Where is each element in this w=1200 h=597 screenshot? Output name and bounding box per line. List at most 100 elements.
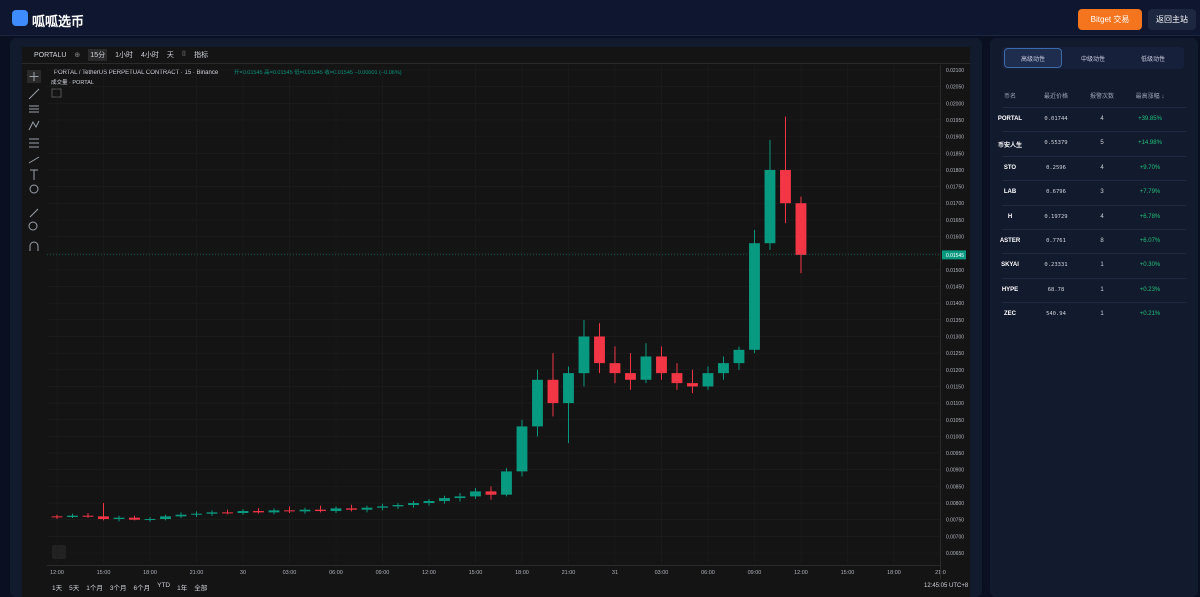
bitget-button[interactable]: Bitget 交易 [1078,9,1142,30]
x-tick-label: 09:00 [748,570,762,576]
table-cell: +6.78% [1139,213,1161,220]
y-tick-label: 0.01200 [946,368,964,374]
table-cell: H [1007,213,1013,220]
clock: 12:45:05 UTC+8 [924,583,969,589]
candle-body [702,373,714,387]
candle-body [392,505,404,507]
x-tick-label: 03:00 [283,570,297,576]
tab[interactable]: 低级动性 [1140,56,1165,63]
candle-body [299,509,311,512]
table-cell: +0.30% [1139,262,1161,269]
range-button[interactable]: 3个月 [109,585,127,592]
add-symbol[interactable]: ⊕ [74,52,81,59]
row-divider [1002,204,1186,206]
table-cell: ASTER [999,238,1021,244]
candle-body [547,379,559,404]
candle-body [408,503,419,506]
y-tick-label: 0.00900 [946,468,964,474]
table-cell: +0.21% [1139,311,1161,318]
table-cell: 4 [1100,213,1104,220]
range-button[interactable]: 1年 [177,585,188,592]
y-tick-label: 0.01250 [946,351,964,357]
home-button[interactable]: 返回主站 [1148,9,1196,30]
x-tick-label: 15:00 [97,570,111,576]
candle-body [454,496,466,499]
y-tick-label: 0.02100 [946,68,964,74]
y-tick-label: 0.00950 [946,451,964,457]
candle-body [222,512,233,514]
y-tick-label: 0.01950 [946,118,964,124]
y-tick-label: 0.01800 [946,168,964,174]
range-button[interactable]: 5天 [69,585,80,592]
range-button[interactable]: 全部 [194,585,208,592]
table-cell: 4 [1100,116,1104,122]
table-cell: +6.07% [1139,238,1161,244]
table-cell: 8 [1100,238,1104,244]
range-button[interactable]: YTD [157,582,171,589]
x-tick-label: 12:00 [794,570,808,576]
y-tick-label: 0.00650 [946,551,964,557]
y-tick-label: 0.02000 [946,101,964,107]
candle-body [795,203,807,255]
interval[interactable]: 4小时 [141,52,159,59]
tab[interactable]: 高级动性 [1004,48,1062,68]
candle-body [671,373,683,384]
candle-body [98,516,109,520]
row-divider [1002,155,1186,157]
y-tick-label: 0.00750 [946,518,964,524]
column-header: 最近价格 [1043,94,1068,100]
table-cell: SKYAI [1001,262,1019,269]
candle-body [594,336,605,364]
table-cell: +7.79% [1139,189,1161,196]
series-title: PORTAL / TetherUS PERPETUAL CONTRACT · 1… [54,70,219,76]
x-tick-label: 12:00 [50,570,64,576]
interval[interactable]: 1小时 [115,52,133,59]
range-button[interactable]: 1天 [52,585,63,592]
x-tick-label: 03:00 [655,570,669,576]
y-tick-label: 0.01650 [946,218,964,224]
candle-body [656,356,667,374]
candle-body [129,517,140,520]
tv-logo [52,545,66,559]
collapse-button[interactable] [51,88,62,98]
table-cell: 0.7761 [1046,238,1066,244]
y-tick-label: 0.00850 [946,484,964,490]
indicators[interactable]: 指标 [194,52,209,59]
site-title: 呱呱选币 [32,14,85,29]
symbol[interactable]: PORTALU [34,51,67,59]
row-divider [1002,180,1186,182]
y-tick-label: 0.01850 [946,151,964,157]
range-button[interactable]: 1个月 [86,585,103,592]
table-cell: STO [1003,164,1017,171]
candle-body [160,516,171,520]
x-tick-label: 18:00 [143,570,157,576]
candle-body [191,513,202,515]
candle-body [640,356,652,380]
table-cell: HYPE [1001,286,1019,293]
tab[interactable]: 中级动性 [1080,56,1105,63]
table-cell: 0.55379 [1044,140,1068,147]
interval[interactable]: 15分 [88,49,108,61]
table-cell: 5 [1100,140,1104,147]
candle-body [609,363,621,374]
interval[interactable]: 天 [166,52,174,59]
candle-body [423,501,435,504]
y-tick-label: 0.01750 [946,185,964,191]
chart-style[interactable]: ⌷ [181,51,187,58]
table-cell: 币安人生 [997,143,1022,150]
y-tick-label: 0.01000 [946,434,964,440]
column-header: 报警次数 [1089,94,1114,100]
candle-body [237,511,249,514]
chart: PORTAL / TetherUS PERPETUAL CONTRACT · 1… [27,65,966,579]
candle-body [361,507,373,510]
candle-body [330,508,342,512]
y-tick-label: 0.01050 [946,418,964,424]
candle-body [346,508,357,510]
candle-body [144,519,156,521]
y-tick-label: 0.01700 [946,201,964,207]
logo [12,10,28,26]
x-tick-label: 30 [240,570,246,576]
candle-body [733,349,745,364]
range-button[interactable]: 6个月 [133,585,151,592]
candle-body [749,243,760,350]
